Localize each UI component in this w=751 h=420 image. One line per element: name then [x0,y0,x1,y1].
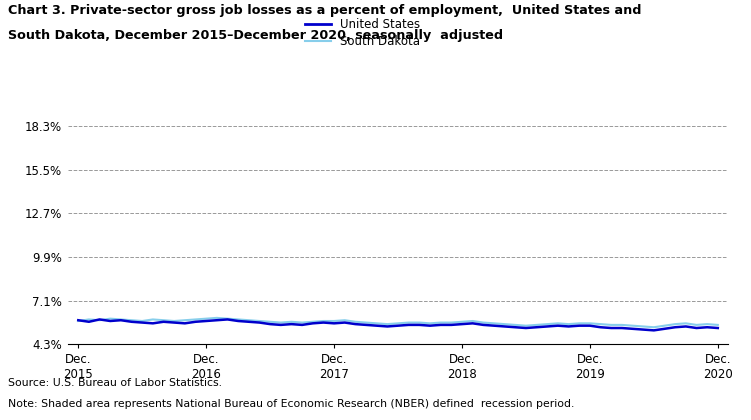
Text: Note: Shaded area represents National Bureau of Economic Research (NBER) defined: Note: Shaded area represents National Bu… [8,399,574,409]
Legend: United States, South Dakota: United States, South Dakota [305,18,421,48]
Text: South Dakota, December 2015–December 2020, seasonally  adjusted: South Dakota, December 2015–December 202… [8,29,502,42]
Text: Chart 3. Private-sector gross job losses as a percent of employment,  United Sta: Chart 3. Private-sector gross job losses… [8,4,641,17]
Text: Source: U.S. Bureau of Labor Statistics.: Source: U.S. Bureau of Labor Statistics. [8,378,222,388]
